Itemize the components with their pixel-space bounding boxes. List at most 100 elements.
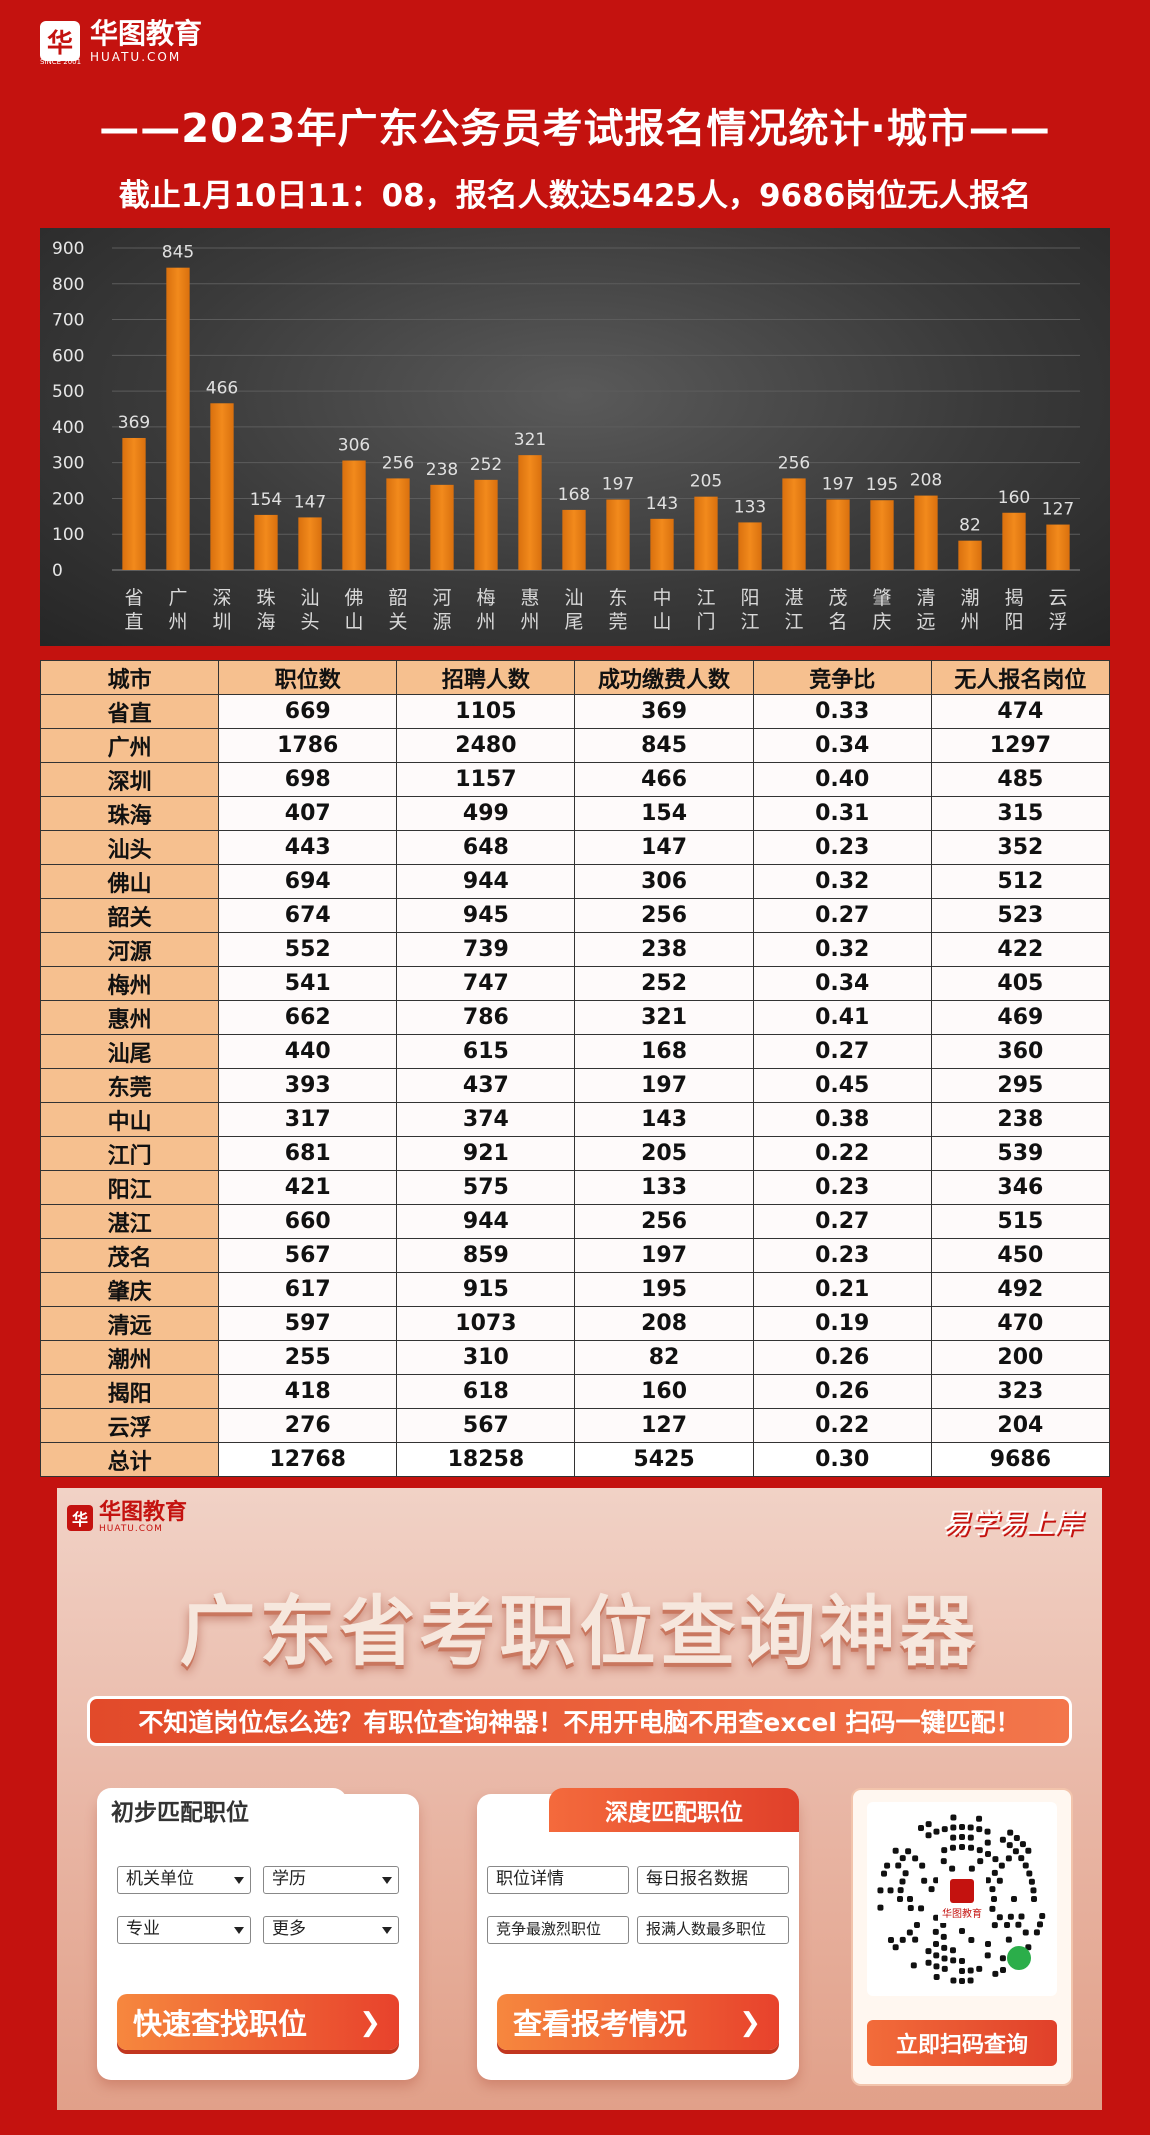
select-major[interactable]: 专业 bbox=[117, 1916, 251, 1944]
chevron-down-icon bbox=[382, 1927, 392, 1934]
bar bbox=[122, 437, 146, 570]
x-tick-label: 州 bbox=[520, 611, 539, 633]
scan-query-button[interactable]: 立即扫码查询 bbox=[867, 2020, 1057, 2066]
value-cell: 154 bbox=[574, 796, 754, 831]
value-cell: 0.23 bbox=[752, 830, 932, 865]
quick-find-button[interactable]: 快速查找职位 ❯ bbox=[117, 1994, 399, 2050]
select-more[interactable]: 更多 bbox=[263, 1916, 399, 1944]
value-cell: 617 bbox=[218, 1272, 398, 1307]
chevron-right-icon: ❯ bbox=[359, 2008, 381, 2038]
qr-dot bbox=[887, 1937, 894, 1943]
data-label: 369 bbox=[118, 413, 150, 433]
bar bbox=[474, 479, 498, 570]
option-position-detail-label: 职位详情 bbox=[496, 1869, 564, 1889]
value-cell: 515 bbox=[930, 1204, 1111, 1239]
x-tick-label: 云 bbox=[1048, 587, 1067, 609]
statistics-table: 城市 职位数 招聘人数 成功缴费人数 竞争比 无人报名岗位 省直 669 1105 369 0.3… bbox=[39, 660, 1111, 1477]
value-cell: 437 bbox=[396, 1068, 576, 1103]
data-label: 147 bbox=[294, 492, 326, 512]
qr-dot bbox=[950, 1957, 957, 1964]
select-education-label: 学历 bbox=[272, 1869, 306, 1889]
qr-dot bbox=[1025, 1847, 1032, 1854]
data-label: 238 bbox=[426, 460, 458, 480]
city-cell: 韶关 bbox=[39, 898, 220, 933]
value-cell: 238 bbox=[930, 1102, 1111, 1137]
chevron-down-icon bbox=[382, 1877, 392, 1884]
table-row: 佛山 694 944 306 0.32 512 bbox=[39, 864, 1111, 899]
qr-dot bbox=[899, 1855, 906, 1862]
bar bbox=[342, 460, 366, 570]
value-cell: 143 bbox=[574, 1102, 754, 1137]
value-cell: 82 bbox=[574, 1340, 754, 1375]
x-tick-label: 浮 bbox=[1048, 611, 1067, 633]
x-tick-label: 头 bbox=[300, 611, 319, 633]
value-cell: 2480 bbox=[396, 728, 576, 763]
qr-dot bbox=[959, 1824, 965, 1830]
promo-panel: 华 华图教育 HUATU.COM 易学易上岸 广东省考职位查询神器 不知道岗位怎… bbox=[57, 1488, 1102, 2110]
select-agency[interactable]: 机关单位 bbox=[117, 1866, 251, 1894]
value-cell: 374 bbox=[396, 1102, 576, 1137]
table-row: 潮州 255 310 82 0.26 200 bbox=[39, 1340, 1111, 1375]
data-label: 195 bbox=[866, 475, 898, 495]
qr-code-icon[interactable]: 华图教育 bbox=[867, 1802, 1057, 1996]
initial-match-tab[interactable]: 初步匹配职位 bbox=[97, 1788, 347, 1832]
qr-dot bbox=[1005, 1855, 1012, 1862]
value-cell: 747 bbox=[396, 966, 576, 1001]
value-cell: 168 bbox=[574, 1034, 754, 1069]
y-tick-label: 0 bbox=[52, 561, 63, 581]
data-label: 845 bbox=[162, 243, 194, 263]
value-cell: 523 bbox=[930, 898, 1111, 933]
table-row: 揭阳 418 618 160 0.26 323 bbox=[39, 1374, 1111, 1409]
city-cell: 中山 bbox=[39, 1102, 220, 1137]
qr-dot bbox=[998, 1862, 1005, 1869]
qr-dot bbox=[897, 1887, 904, 1894]
x-tick-label: 潮 bbox=[960, 587, 979, 609]
option-position-detail[interactable]: 职位详情 bbox=[487, 1866, 629, 1894]
qr-dot bbox=[967, 1967, 974, 1974]
value-cell: 360 bbox=[930, 1034, 1111, 1069]
value-cell: 1073 bbox=[396, 1306, 576, 1341]
city-cell: 湛江 bbox=[39, 1204, 220, 1239]
deep-match-tab[interactable]: 深度匹配职位 bbox=[549, 1788, 799, 1832]
x-tick-label: 汕 bbox=[300, 587, 319, 609]
value-cell: 492 bbox=[930, 1272, 1111, 1307]
y-tick-label: 600 bbox=[52, 346, 84, 366]
data-label: 197 bbox=[822, 475, 854, 495]
data-label: 168 bbox=[558, 485, 590, 505]
page-subtitle: 截止1月10日11：08，报名人数达5425人，9686岗位无人报名 bbox=[118, 178, 1032, 214]
table-row: 湛江 660 944 256 0.27 515 bbox=[39, 1204, 1111, 1239]
bar bbox=[254, 514, 278, 570]
qr-dot bbox=[1030, 1887, 1037, 1894]
city-cell: 省直 bbox=[39, 694, 220, 729]
select-education[interactable]: 学历 bbox=[263, 1866, 399, 1894]
data-label: 256 bbox=[382, 453, 414, 473]
table-row: 清远 597 1073 208 0.19 470 bbox=[39, 1306, 1111, 1341]
value-cell: 567 bbox=[396, 1408, 576, 1443]
qr-dot bbox=[950, 1814, 957, 1821]
qr-dot bbox=[933, 1963, 940, 1970]
x-tick-label: 广 bbox=[168, 587, 187, 609]
value-cell: 474 bbox=[930, 694, 1111, 729]
qr-dot bbox=[984, 1952, 991, 1959]
x-tick-label: 尾 bbox=[564, 611, 583, 633]
bar bbox=[826, 499, 850, 570]
y-tick-label: 100 bbox=[52, 525, 84, 545]
qr-dot bbox=[941, 1944, 948, 1951]
qr-dot bbox=[984, 1828, 991, 1835]
bar bbox=[1002, 512, 1026, 570]
promo-logo-name: 华图教育 bbox=[99, 1500, 188, 1525]
value-cell: 669 bbox=[218, 694, 398, 729]
table-row: 中山 317 374 143 0.38 238 bbox=[39, 1102, 1111, 1137]
value-cell: 418 bbox=[218, 1374, 398, 1409]
y-tick-label: 800 bbox=[52, 275, 84, 295]
view-status-button[interactable]: 查看报考情况 ❯ bbox=[497, 1994, 779, 2050]
value-cell: 407 bbox=[218, 796, 398, 831]
option-most-applicants[interactable]: 报满人数最多职位 bbox=[637, 1916, 789, 1944]
bar bbox=[210, 403, 234, 570]
promo-banner: 不知道岗位怎么选？有职位查询神器！不用开电脑不用查excel 扫码一键匹配！ bbox=[87, 1696, 1072, 1746]
qr-dot bbox=[1018, 1913, 1025, 1920]
option-most-competitive[interactable]: 竞争最激烈职位 bbox=[487, 1916, 629, 1944]
option-daily-data[interactable]: 每日报名数据 bbox=[637, 1866, 789, 1894]
value-cell: 352 bbox=[930, 830, 1111, 865]
table-row: 江门 681 921 205 0.22 539 bbox=[39, 1136, 1111, 1171]
